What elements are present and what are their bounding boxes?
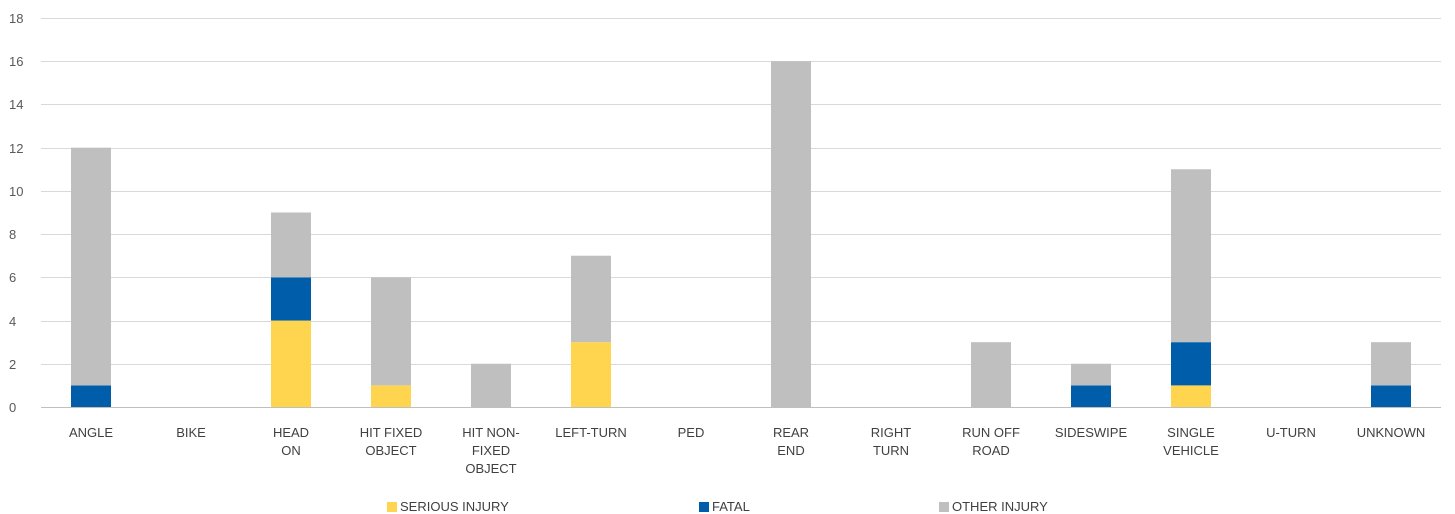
x-tick-label: FIXED xyxy=(472,443,510,458)
x-tick-label: BIKE xyxy=(176,425,206,440)
bar-segment xyxy=(371,277,411,386)
legend-label: FATAL xyxy=(712,499,750,514)
y-tick-label: 10 xyxy=(9,184,23,199)
bar-segment xyxy=(1371,385,1411,407)
bar-segment xyxy=(1171,385,1211,407)
x-tick-label: RIGHT xyxy=(871,425,912,440)
x-tick-label: OBJECT xyxy=(465,461,516,476)
bars xyxy=(71,61,1411,407)
x-tick-label: RUN OFF xyxy=(962,425,1020,440)
x-tick-label: END xyxy=(777,443,804,458)
gridlines xyxy=(41,18,1441,408)
x-tick-label: REAR xyxy=(773,425,809,440)
bar-segment xyxy=(571,342,611,407)
y-axis-ticks: 0 2 4 6 8 10 12 14 16 18 xyxy=(9,11,23,415)
x-tick-label: LEFT-TURN xyxy=(555,425,627,440)
y-tick-label: 16 xyxy=(9,54,23,69)
x-tick-label: TURN xyxy=(873,443,909,458)
y-tick-label: 2 xyxy=(9,357,16,372)
bar-segment xyxy=(71,385,111,407)
y-tick-label: 12 xyxy=(9,141,23,156)
bar-segment xyxy=(271,212,311,278)
y-tick-label: 14 xyxy=(9,97,23,112)
x-axis-categories: ANGLE BIKE HEAD ON HIT FIXED OBJECT HIT NON- FI… xyxy=(69,425,1425,476)
legend-label: OTHER INJURY xyxy=(952,499,1048,514)
bar-segment xyxy=(971,342,1011,407)
y-tick-label: 4 xyxy=(9,314,16,329)
bar-segment xyxy=(1171,342,1211,386)
x-tick-label: OBJECT xyxy=(365,443,416,458)
legend-swatch xyxy=(939,502,949,512)
bar-segment xyxy=(471,363,511,407)
legend-label: SERIOUS INJURY xyxy=(400,499,509,514)
bar-segment xyxy=(1071,385,1111,407)
x-tick-label: VEHICLE xyxy=(1163,443,1219,458)
x-tick-label: HEAD xyxy=(273,425,309,440)
x-tick-label: HIT FIXED xyxy=(360,425,423,440)
legend-swatch xyxy=(387,502,397,512)
bar-segment xyxy=(771,61,811,407)
bar-segment xyxy=(1371,342,1411,386)
bar-segment xyxy=(371,385,411,407)
x-tick-label: SIDESWIPE xyxy=(1055,425,1128,440)
bar-segment xyxy=(1171,169,1211,343)
bar-segment xyxy=(71,147,111,386)
bar-segment xyxy=(271,320,311,407)
bar-segment xyxy=(571,255,611,343)
bar-segment xyxy=(1071,363,1111,386)
x-tick-label: SINGLE xyxy=(1167,425,1215,440)
x-tick-label: ANGLE xyxy=(69,425,113,440)
x-tick-label: PED xyxy=(678,425,705,440)
x-tick-label: UNKNOWN xyxy=(1357,425,1426,440)
y-tick-label: 8 xyxy=(9,227,16,242)
x-tick-label: ON xyxy=(281,443,301,458)
y-tick-label: 18 xyxy=(9,11,23,26)
y-tick-label: 0 xyxy=(9,400,16,415)
bar-segment xyxy=(271,277,311,321)
legend-swatch xyxy=(699,502,709,512)
x-tick-label: U-TURN xyxy=(1266,425,1316,440)
x-tick-label: HIT NON- xyxy=(462,425,520,440)
x-tick-label: ROAD xyxy=(972,443,1010,458)
legend: SERIOUS INJURY FATAL OTHER INJURY xyxy=(387,499,1048,514)
y-tick-label: 6 xyxy=(9,270,16,285)
